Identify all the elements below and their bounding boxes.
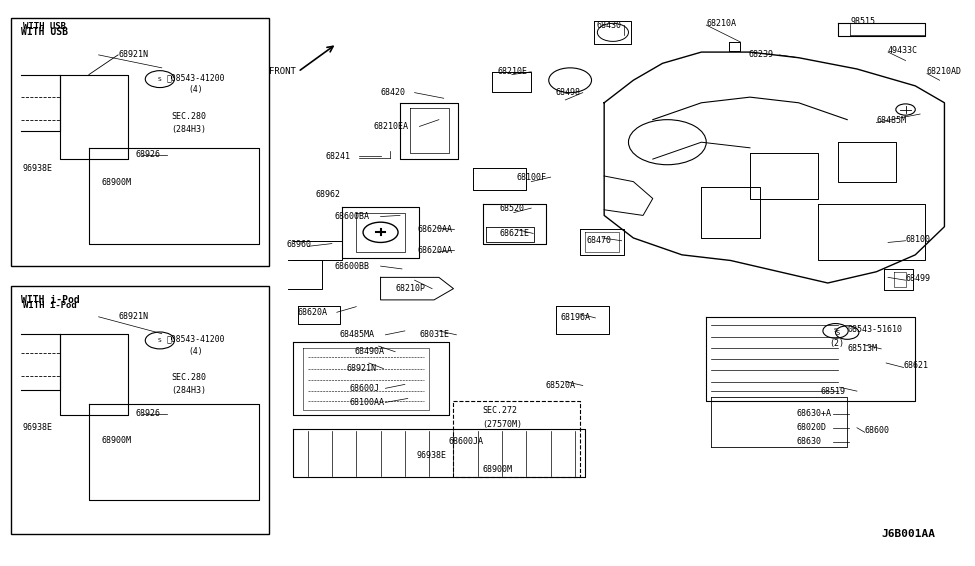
- Text: 68620AA: 68620AA: [417, 225, 452, 234]
- Text: 68520A: 68520A: [546, 381, 576, 390]
- Text: 68210P: 68210P: [395, 284, 425, 293]
- Text: 68600BA: 68600BA: [334, 212, 370, 221]
- Text: 68926: 68926: [136, 150, 161, 159]
- Text: 68621: 68621: [904, 361, 928, 370]
- Text: 68239: 68239: [748, 50, 773, 59]
- Text: 68600J: 68600J: [349, 384, 379, 393]
- Text: 68241: 68241: [325, 152, 350, 161]
- Text: S: S: [158, 76, 162, 82]
- Text: 68620AA: 68620AA: [417, 246, 452, 255]
- Text: 98515: 98515: [850, 16, 876, 25]
- Text: (2): (2): [830, 339, 844, 348]
- Text: 68499: 68499: [906, 274, 930, 283]
- Text: 68921N: 68921N: [118, 50, 148, 59]
- Text: Ⓜ08543-41200: Ⓜ08543-41200: [167, 335, 225, 344]
- Text: 68100: 68100: [906, 234, 930, 243]
- Text: 68962: 68962: [316, 190, 340, 199]
- Text: 68490A: 68490A: [354, 347, 384, 356]
- Text: 96938E: 96938E: [22, 164, 53, 173]
- Text: 68900M: 68900M: [101, 436, 131, 445]
- Text: 68498: 68498: [556, 88, 580, 97]
- Text: S: S: [834, 328, 838, 333]
- Text: 68900M: 68900M: [101, 178, 131, 187]
- Text: 96938E: 96938E: [416, 452, 447, 460]
- Text: S: S: [836, 329, 839, 336]
- Text: 68470: 68470: [587, 236, 611, 245]
- Text: SEC.272: SEC.272: [483, 406, 518, 415]
- Text: (27570M): (27570M): [483, 421, 523, 430]
- Text: 68519: 68519: [821, 387, 846, 396]
- Text: (284H3): (284H3): [172, 385, 207, 395]
- Text: 68600BB: 68600BB: [334, 261, 370, 271]
- Text: 49433C: 49433C: [888, 46, 918, 55]
- Text: 68210E: 68210E: [497, 67, 527, 76]
- Text: 96938E: 96938E: [22, 423, 53, 432]
- Text: WITH i-Pod: WITH i-Pod: [22, 301, 76, 310]
- Text: 68630: 68630: [797, 438, 822, 447]
- Text: 68485MA: 68485MA: [339, 331, 374, 339]
- Text: 68485M: 68485M: [877, 116, 907, 125]
- Text: 68513M: 68513M: [847, 344, 878, 353]
- Text: 68100AA: 68100AA: [349, 398, 384, 407]
- Text: WITH USB: WITH USB: [20, 27, 68, 37]
- Text: 68210AD: 68210AD: [927, 67, 962, 76]
- Text: 68196A: 68196A: [561, 314, 591, 323]
- Text: 08543-51610: 08543-51610: [847, 325, 902, 334]
- Text: 68620A: 68620A: [298, 308, 328, 317]
- Text: SEC.280: SEC.280: [172, 373, 207, 382]
- Text: WITH USB: WITH USB: [22, 22, 65, 31]
- Text: 68900M: 68900M: [483, 465, 513, 474]
- Text: 68600: 68600: [865, 426, 890, 435]
- Text: 68921N: 68921N: [346, 364, 376, 373]
- Text: 68630+A: 68630+A: [797, 409, 832, 418]
- Text: FRONT: FRONT: [269, 67, 295, 76]
- Text: WITH i-Pod: WITH i-Pod: [20, 295, 80, 305]
- Text: 68031E: 68031E: [419, 331, 449, 339]
- Text: 68621E: 68621E: [499, 229, 529, 238]
- Text: 68100F: 68100F: [517, 173, 547, 182]
- Text: (4): (4): [188, 347, 203, 356]
- Text: 68926: 68926: [136, 409, 161, 418]
- Text: S: S: [158, 338, 162, 343]
- Text: 68520: 68520: [499, 204, 525, 213]
- Bar: [11, 18, 269, 266]
- Text: (4): (4): [188, 85, 203, 95]
- Text: 68210A: 68210A: [706, 19, 736, 28]
- Text: J6B001AA: J6B001AA: [881, 529, 935, 539]
- Text: SEC.280: SEC.280: [172, 112, 207, 121]
- Text: 68600JA: 68600JA: [448, 438, 484, 447]
- Text: 68430: 68430: [597, 20, 621, 29]
- Text: 68020D: 68020D: [797, 423, 827, 432]
- Text: 68420: 68420: [380, 88, 406, 97]
- Text: 68210EA: 68210EA: [373, 122, 409, 131]
- Text: 68921N: 68921N: [118, 312, 148, 321]
- Bar: [11, 286, 269, 534]
- Text: (284H3): (284H3): [172, 125, 207, 134]
- Text: Ⓜ08543-41200: Ⓜ08543-41200: [167, 73, 225, 82]
- Text: 68960: 68960: [287, 240, 311, 249]
